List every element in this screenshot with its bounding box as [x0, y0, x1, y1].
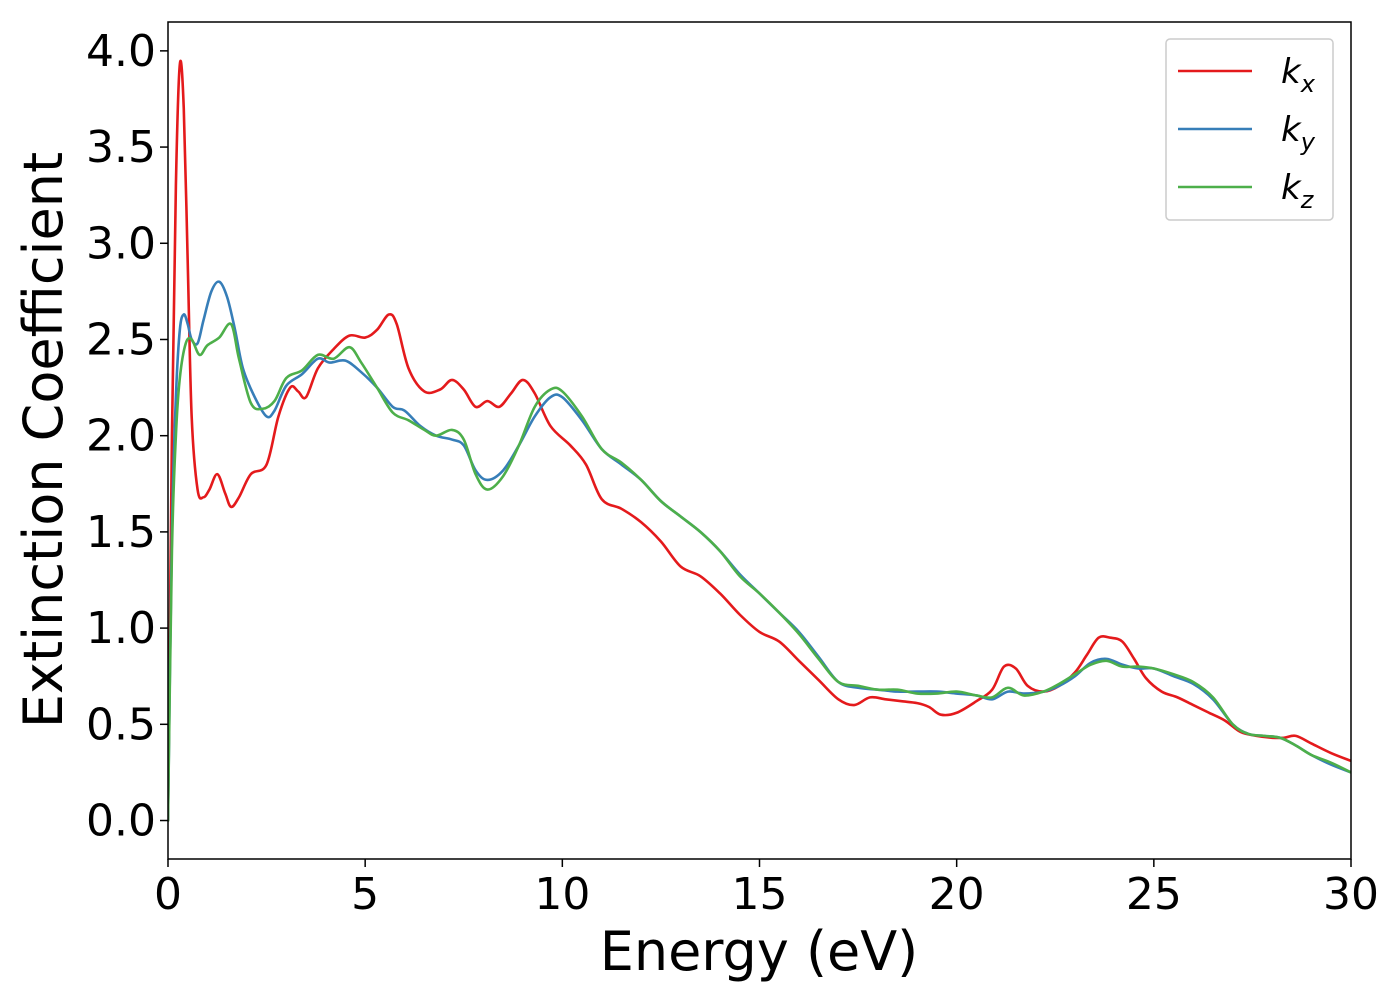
legend-label-y: ky [1281, 110, 1316, 156]
y-tick-label: 3.5 [86, 122, 156, 173]
legend-label-x: kx [1281, 52, 1316, 98]
legend-label-z: kz [1281, 168, 1315, 214]
x-axis-title: Energy (eV) [600, 920, 919, 983]
y-tick-label: 3.0 [86, 218, 156, 269]
series-line-x [168, 59, 1351, 822]
y-tick-label: 4.0 [86, 26, 156, 77]
y-tick-label: 1.5 [86, 507, 156, 558]
y-tick-label: 2.5 [86, 314, 156, 365]
legend-entries: kx ky kz [1178, 52, 1316, 214]
y-tick-label: 0.5 [86, 699, 156, 750]
series-line-y [168, 280, 1351, 822]
x-axis-ticks: 0 5 10 15 20 25 30 [154, 859, 1379, 920]
plot-lines [168, 59, 1351, 822]
y-tick-label: 0.0 [86, 796, 156, 847]
x-tick-label: 30 [1323, 869, 1379, 920]
y-axis-title: Extinction Coefficient [12, 152, 75, 728]
x-tick-label: 20 [929, 869, 985, 920]
y-tick-label: 1.0 [86, 603, 156, 654]
x-tick-label: 10 [534, 869, 590, 920]
series-line-z [168, 322, 1351, 822]
legend: kx ky kz [1165, 38, 1334, 221]
y-tick-label: 2.0 [86, 411, 156, 462]
y-axis-ticks: 0.0 0.5 1.0 1.5 2.0 2.5 3.0 3.5 4.0 [86, 26, 168, 847]
x-tick-label: 5 [351, 869, 379, 920]
x-tick-label: 0 [154, 869, 182, 920]
x-tick-label: 15 [732, 869, 788, 920]
x-tick-label: 25 [1126, 869, 1182, 920]
